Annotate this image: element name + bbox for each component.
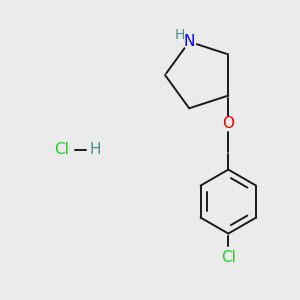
Text: H: H bbox=[175, 28, 185, 42]
Text: N: N bbox=[184, 34, 195, 49]
Text: H: H bbox=[89, 142, 101, 158]
Text: O: O bbox=[222, 116, 234, 131]
Text: Cl: Cl bbox=[221, 250, 236, 265]
Text: Cl: Cl bbox=[55, 142, 69, 158]
